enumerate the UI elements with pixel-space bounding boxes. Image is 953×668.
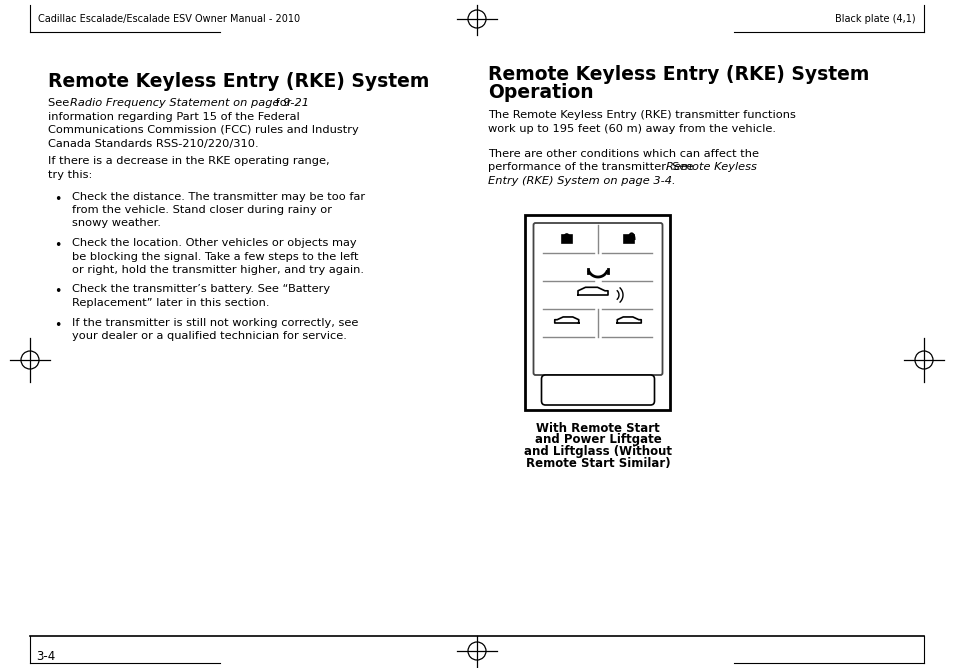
Text: 3-4: 3-4 — [36, 650, 55, 663]
Text: information regarding Part 15 of the Federal: information regarding Part 15 of the Fed… — [48, 112, 299, 122]
Text: Remote Keyless Entry (RKE) System: Remote Keyless Entry (RKE) System — [488, 65, 868, 84]
Text: or right, hold the transmitter higher, and try again.: or right, hold the transmitter higher, a… — [71, 265, 364, 275]
Text: and Liftglass (Without: and Liftglass (Without — [523, 445, 671, 458]
Text: Replacement” later in this section.: Replacement” later in this section. — [71, 298, 269, 308]
Text: Radio Frequency Statement on page 9-21: Radio Frequency Statement on page 9-21 — [70, 98, 309, 108]
Text: Black plate (4,1): Black plate (4,1) — [835, 14, 915, 24]
Text: The Remote Keyless Entry (RKE) transmitter functions: The Remote Keyless Entry (RKE) transmitt… — [488, 110, 795, 120]
FancyBboxPatch shape — [533, 223, 661, 375]
Text: work up to 195 feet (60 m) away from the vehicle.: work up to 195 feet (60 m) away from the… — [488, 124, 775, 134]
Text: With Remote Start: With Remote Start — [536, 422, 659, 435]
Text: from the vehicle. Stand closer during rainy or: from the vehicle. Stand closer during ra… — [71, 205, 332, 215]
FancyBboxPatch shape — [541, 375, 654, 405]
Text: Check the location. Other vehicles or objects may: Check the location. Other vehicles or ob… — [71, 238, 356, 248]
Text: Communications Commission (FCC) rules and Industry: Communications Commission (FCC) rules an… — [48, 125, 358, 135]
Text: Canada Standards RSS-210/220/310.: Canada Standards RSS-210/220/310. — [48, 138, 258, 148]
Text: for: for — [272, 98, 292, 108]
Text: Check the distance. The transmitter may be too far: Check the distance. The transmitter may … — [71, 192, 365, 202]
Text: Remote Keyless Entry (RKE) System: Remote Keyless Entry (RKE) System — [48, 72, 429, 91]
Text: Remote Keyless: Remote Keyless — [665, 162, 756, 172]
Bar — [624, 235, 634, 242]
Text: •: • — [54, 239, 62, 252]
Text: Remote Start Similar): Remote Start Similar) — [525, 456, 670, 470]
Text: •: • — [54, 192, 62, 206]
Text: There are other conditions which can affect the: There are other conditions which can aff… — [488, 149, 759, 159]
Text: •: • — [54, 319, 62, 331]
Text: try this:: try this: — [48, 170, 92, 180]
Text: Check the transmitter’s battery. See “Battery: Check the transmitter’s battery. See “Ba… — [71, 285, 330, 295]
Text: be blocking the signal. Take a few steps to the left: be blocking the signal. Take a few steps… — [71, 251, 358, 261]
Text: your dealer or a qualified technician for service.: your dealer or a qualified technician fo… — [71, 331, 347, 341]
Bar — [561, 235, 571, 242]
Text: Entry (RKE) System on page 3-4.: Entry (RKE) System on page 3-4. — [488, 176, 675, 186]
Text: •: • — [54, 285, 62, 299]
Text: If the transmitter is still not working correctly, see: If the transmitter is still not working … — [71, 317, 358, 327]
Bar — [525, 215, 670, 410]
Text: and Power Liftgate: and Power Liftgate — [534, 434, 660, 446]
Text: Cadillac Escalade/Escalade ESV Owner Manual - 2010: Cadillac Escalade/Escalade ESV Owner Man… — [38, 14, 300, 24]
Text: If there is a decrease in the RKE operating range,: If there is a decrease in the RKE operat… — [48, 156, 330, 166]
Text: performance of the transmitter. See: performance of the transmitter. See — [488, 162, 697, 172]
Text: Operation: Operation — [488, 83, 593, 102]
Text: See: See — [48, 98, 72, 108]
Text: snowy weather.: snowy weather. — [71, 218, 161, 228]
